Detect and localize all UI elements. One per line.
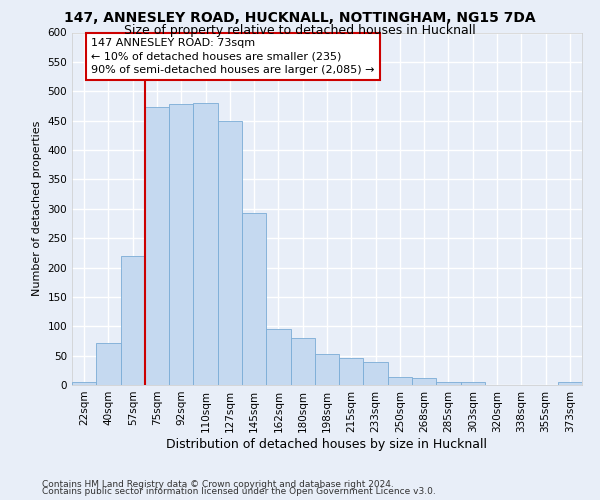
Bar [218, 120, 242, 385]
Bar [412, 378, 436, 385]
Text: 147, ANNESLEY ROAD, HUCKNALL, NOTTINGHAM, NG15 7DA: 147, ANNESLEY ROAD, HUCKNALL, NOTTINGHAM… [64, 11, 536, 25]
Bar [388, 378, 412, 385]
Text: 147 ANNESLEY ROAD: 73sqm
← 10% of detached houses are smaller (235)
90% of semi-: 147 ANNESLEY ROAD: 73sqm ← 10% of detach… [91, 38, 375, 75]
Bar [315, 354, 339, 385]
Bar [364, 362, 388, 385]
Text: Contains public sector information licensed under the Open Government Licence v3: Contains public sector information licen… [42, 488, 436, 496]
Bar [145, 107, 169, 385]
Bar [193, 103, 218, 385]
Bar [339, 358, 364, 385]
Text: Contains HM Land Registry data © Crown copyright and database right 2024.: Contains HM Land Registry data © Crown c… [42, 480, 394, 489]
Bar [242, 213, 266, 385]
Bar [290, 338, 315, 385]
Bar [461, 382, 485, 385]
X-axis label: Distribution of detached houses by size in Hucknall: Distribution of detached houses by size … [167, 438, 487, 450]
Bar [96, 342, 121, 385]
Bar [558, 382, 582, 385]
Bar [121, 256, 145, 385]
Text: Size of property relative to detached houses in Hucknall: Size of property relative to detached ho… [124, 24, 476, 37]
Bar [436, 382, 461, 385]
Bar [266, 329, 290, 385]
Bar [72, 382, 96, 385]
Y-axis label: Number of detached properties: Number of detached properties [32, 121, 42, 296]
Bar [169, 104, 193, 385]
